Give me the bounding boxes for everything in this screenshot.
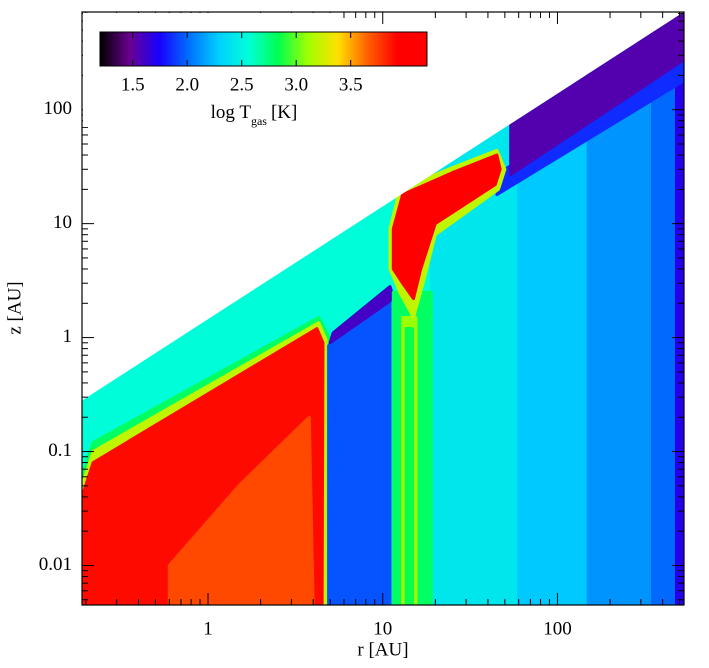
y-tick-label: 0.01 — [39, 554, 72, 575]
colorbar — [99, 31, 428, 67]
contour-region — [328, 285, 395, 345]
contour-region — [404, 327, 414, 605]
contour-regions — [82, 12, 684, 605]
colorbar-label-unit: [K] — [271, 102, 297, 123]
colorbar-tick-label: 1.5 — [121, 74, 145, 95]
y-tick-label: 10 — [53, 212, 72, 233]
x-tick-label: 10 — [373, 618, 392, 639]
colorbar-tick-label: 2.5 — [230, 74, 254, 95]
y-axis-label: z [AU] — [4, 281, 25, 334]
colorbar-tick-label: 3.0 — [284, 74, 308, 95]
contour-region — [327, 292, 392, 605]
contour-region — [509, 12, 684, 176]
contour-region — [391, 153, 502, 301]
contour-region — [586, 12, 654, 605]
colorbar-label: log Tgas [K] — [211, 102, 298, 127]
x-tick-label: 100 — [543, 618, 572, 639]
y-tick-label: 0.1 — [48, 440, 72, 461]
y-tick-label: 1 — [63, 326, 73, 347]
axes: 1 10 100 0.01 0.1 1 10 100 — [39, 12, 684, 639]
colorbar: 1.5 2.0 2.5 3.0 3.5 log Tgas [K] — [83, 13, 428, 128]
x-axis-label: r [AU] — [357, 639, 408, 660]
x-tick-label: 1 — [203, 618, 213, 639]
colorbar-label-main: log T — [211, 102, 252, 123]
contour-region — [651, 12, 678, 605]
contour-region — [429, 12, 521, 605]
contour-region — [675, 12, 684, 605]
disk-regions — [82, 12, 684, 605]
colorbar-tick-label: 3.5 — [339, 74, 363, 95]
y-tick-label: 100 — [44, 98, 73, 119]
colorbar-tick-label: 2.0 — [175, 74, 199, 95]
contour-region — [167, 415, 315, 605]
colorbar-label-sub: gas — [251, 114, 267, 128]
